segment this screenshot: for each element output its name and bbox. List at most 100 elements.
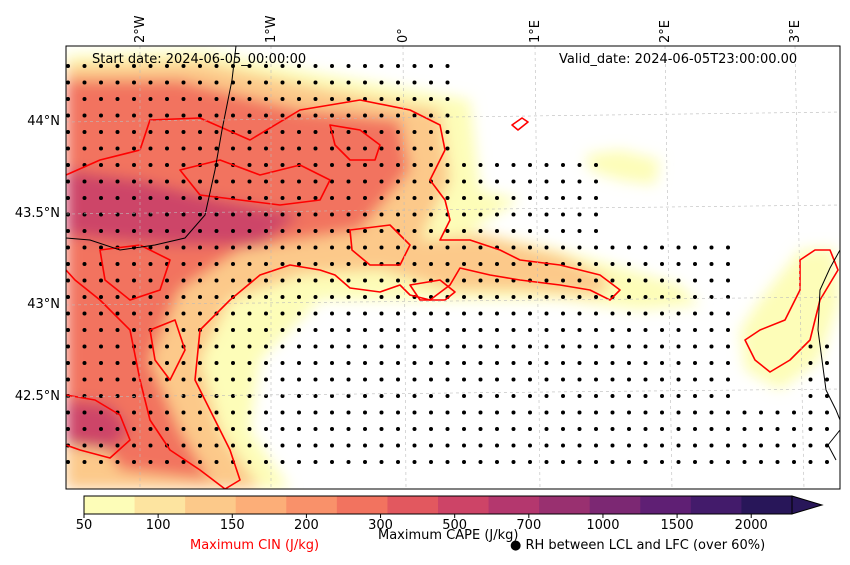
rh-dot	[280, 443, 285, 448]
rh-dot	[231, 245, 235, 250]
rh-dot	[231, 410, 235, 415]
rh-dot	[511, 328, 516, 332]
rh-dot	[346, 344, 351, 349]
rh-dot	[792, 443, 796, 448]
lon-tick-label: 2°E	[658, 20, 673, 43]
rh-dot	[561, 278, 565, 283]
rh-dot	[379, 377, 384, 382]
rh-dot	[132, 427, 136, 431]
rh-dot	[478, 229, 483, 233]
rh-dot	[115, 80, 120, 85]
rh-dot	[627, 460, 631, 464]
rh-dot	[115, 328, 120, 332]
cin-contour-north	[329, 124, 381, 161]
rh-dot	[709, 443, 714, 448]
colorbar-tick-label: 150	[219, 518, 245, 533]
rh-dot	[544, 278, 549, 283]
rh-dot	[462, 361, 466, 365]
rh-dot	[709, 410, 714, 415]
rh-dot	[412, 394, 417, 398]
rh-dot	[610, 344, 615, 349]
rh-dot	[511, 262, 516, 266]
rh-dot	[330, 344, 334, 349]
rh-dot	[544, 377, 549, 382]
colorbar-tick-label: 1000	[586, 518, 620, 533]
colorbar-tick-label: 200	[293, 518, 319, 533]
rh-dot	[396, 410, 400, 415]
rh-dot	[198, 196, 202, 200]
rh-dot	[561, 295, 565, 299]
rh-dot	[346, 130, 351, 134]
rh-dot	[396, 113, 400, 118]
rh-dot	[115, 212, 120, 217]
graticule	[66, 46, 840, 489]
rh-dot	[478, 212, 483, 217]
rh-dot	[429, 113, 433, 118]
rh-dot	[247, 212, 252, 217]
rh-dot	[379, 229, 384, 233]
rh-dot	[214, 262, 219, 266]
rh-dot	[676, 245, 681, 250]
rh-dot	[808, 344, 813, 349]
rh-dot	[412, 311, 417, 316]
rh-dot	[247, 278, 252, 283]
rh-dot	[148, 146, 153, 151]
rh-dot	[99, 278, 103, 283]
rh-dot	[297, 113, 301, 118]
rh-dot	[610, 427, 615, 431]
rh-dot	[396, 361, 400, 365]
rh-dot	[165, 410, 169, 415]
rh-dot	[627, 361, 631, 365]
rh-dot	[726, 262, 730, 266]
colorbar-tick-label: 500	[442, 518, 468, 533]
rh-dot	[643, 344, 648, 349]
rh-dot	[577, 328, 582, 332]
rh-dot	[594, 278, 598, 283]
rh-dot	[544, 196, 549, 200]
rh-dot	[429, 394, 433, 398]
rh-dot	[66, 196, 70, 200]
lon-tick-label: 0°	[396, 28, 411, 43]
rh-dot	[363, 262, 367, 266]
rh-dot	[594, 394, 598, 398]
rh-dot	[726, 361, 730, 365]
colorbar	[83, 495, 824, 518]
rh-dot	[181, 278, 186, 283]
valid-date-label: Valid_date: 2024-06-05T23:00:00.00	[559, 52, 798, 67]
rh-dot	[297, 443, 301, 448]
rh-dot	[396, 427, 400, 431]
rh-dot	[511, 295, 516, 299]
rh-dot	[148, 410, 153, 415]
rh-dot	[148, 311, 153, 316]
rh-dot	[544, 245, 549, 250]
rh-dot	[181, 113, 186, 118]
rh-dot	[99, 80, 103, 85]
colorbar-segment	[640, 496, 692, 514]
rh-dot	[181, 361, 186, 365]
rh-dot	[627, 328, 631, 332]
rh-dot	[297, 328, 301, 332]
rh-dot	[429, 262, 433, 266]
rh-dot	[544, 212, 549, 217]
rh-dot	[82, 130, 87, 134]
rh-dot	[577, 311, 582, 316]
rh-dot	[198, 130, 202, 134]
rh-dot	[264, 80, 268, 85]
rh-dot	[561, 377, 565, 382]
rh-dot	[115, 97, 120, 101]
rh-dot	[330, 146, 334, 151]
rh-dot	[577, 443, 582, 448]
rh-dot	[181, 130, 186, 134]
rh-dot	[445, 97, 450, 101]
rh-dot	[132, 328, 136, 332]
rh-dot	[445, 245, 450, 250]
rh-dot	[132, 80, 136, 85]
rh-dot	[379, 146, 384, 151]
rh-dot	[363, 196, 367, 200]
rh-dot	[231, 311, 235, 316]
rh-dot	[709, 377, 714, 382]
rh-dot	[181, 163, 186, 167]
rh-dot	[561, 328, 565, 332]
rh-dot	[214, 212, 219, 217]
rh-dot	[181, 245, 186, 250]
